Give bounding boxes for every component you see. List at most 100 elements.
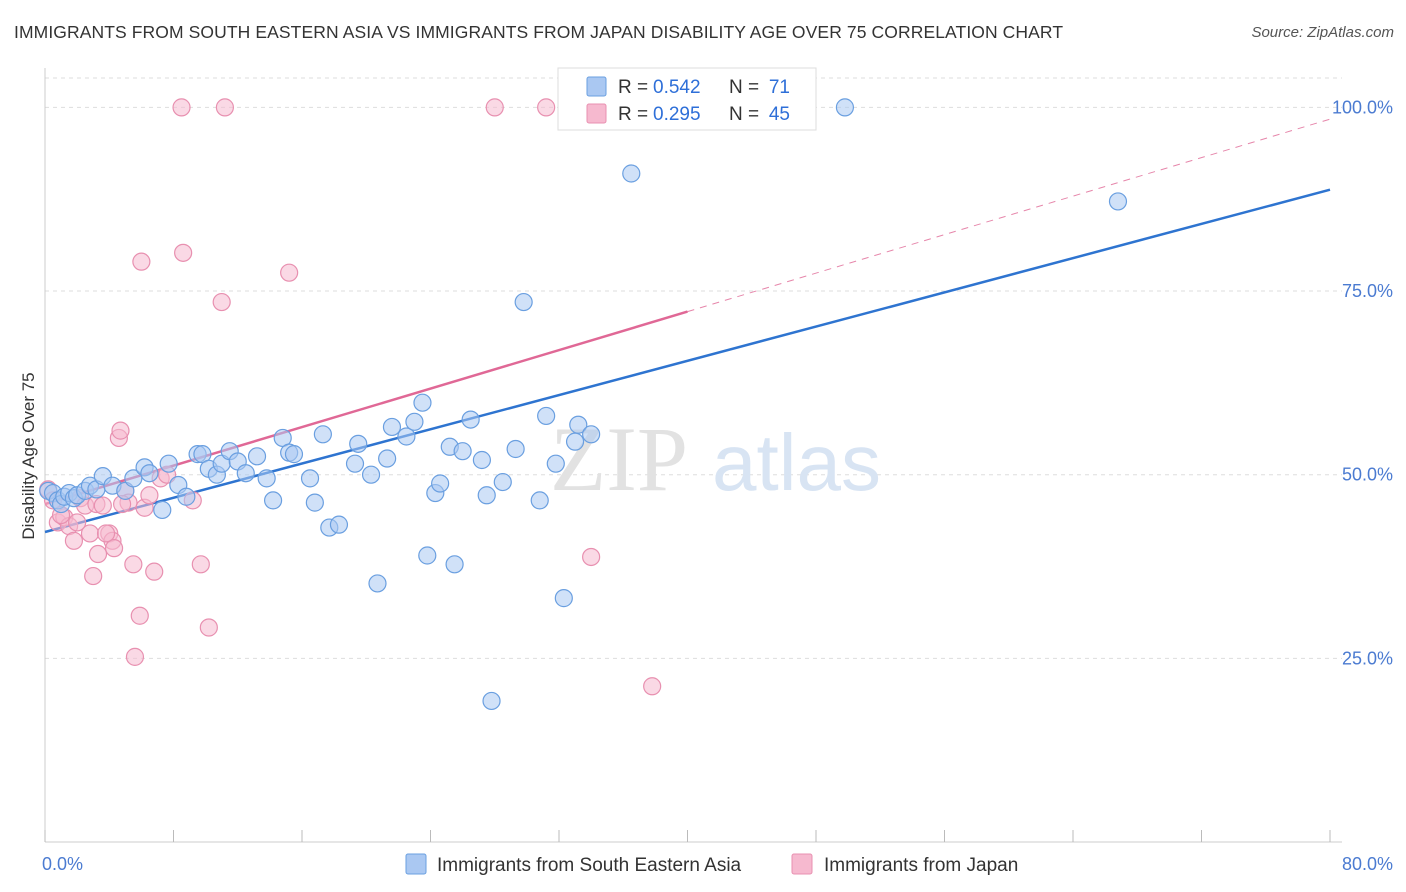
legend-n-label-1: N = xyxy=(729,77,759,98)
sea-point-71 xyxy=(1108,192,1128,211)
y-tick-label-3: 100.0% xyxy=(1332,97,1393,117)
gridlines xyxy=(45,77,1342,659)
sea-point-59 xyxy=(506,439,525,459)
sea-point-39 xyxy=(329,515,349,534)
sea-point-63 xyxy=(546,454,565,473)
sea-point-41 xyxy=(349,434,368,453)
sea-point-34 xyxy=(284,445,304,464)
japan-point-30 xyxy=(174,243,193,262)
sea-point-68 xyxy=(622,164,641,183)
series-legend-swatch-blue xyxy=(405,853,427,875)
legend-r-label-1: R = xyxy=(618,77,648,98)
sea-point-56 xyxy=(472,450,491,470)
sea-point-45 xyxy=(382,417,402,437)
sea-point-37 xyxy=(313,425,332,444)
sea-point-16 xyxy=(140,464,159,483)
japan-point-42 xyxy=(68,513,87,532)
y-tick-label-2: 75.0% xyxy=(1342,281,1393,301)
japan-point-32 xyxy=(191,555,210,574)
legend-n-value-1: 71 xyxy=(769,77,790,98)
japan-point-25 xyxy=(140,486,159,505)
sea-point-28 xyxy=(236,464,255,483)
y-tick-labels: 25.0% 50.0% 75.0% 100.0% xyxy=(1332,97,1393,668)
sea-point-49 xyxy=(418,546,437,565)
sea-point-61 xyxy=(530,491,549,510)
japan-point-39 xyxy=(582,547,601,567)
sea-point-66 xyxy=(569,415,588,434)
sea-point-55 xyxy=(461,410,480,429)
axes xyxy=(44,68,1342,843)
sea-point-17 xyxy=(153,500,172,520)
japan-point-33 xyxy=(199,618,218,637)
stats-legend: R = 0.542 N = 71 R = 0.295 N = 45 xyxy=(557,67,817,131)
japan-point-37 xyxy=(485,98,504,117)
chart-title: IMMIGRANTS FROM SOUTH EASTERN ASIA VS IM… xyxy=(14,22,1064,42)
japan-point-11 xyxy=(88,544,108,564)
japan-point-35 xyxy=(215,98,234,117)
japan-point-36 xyxy=(280,263,299,282)
sea-point-46 xyxy=(397,427,416,446)
japan-point-40 xyxy=(643,677,662,696)
y-tick-label-0: 25.0% xyxy=(1342,648,1393,668)
watermark: ZIP atlas xyxy=(550,408,881,510)
sea-point-14 xyxy=(124,469,143,488)
y-axis-title: Disability Age Over 75 xyxy=(19,372,38,539)
sea-point-65 xyxy=(565,432,585,451)
japan-point-29 xyxy=(172,98,191,117)
sea-point-20 xyxy=(177,487,196,506)
legend-swatch-blue xyxy=(586,76,607,97)
japan-point-9 xyxy=(84,566,103,586)
sea-point-43 xyxy=(368,574,387,593)
sea-point-57 xyxy=(477,486,496,505)
sea-point-36 xyxy=(305,493,324,512)
legend-n-value-2: 45 xyxy=(769,104,790,125)
series-legend-label-blue: Immigrants from South Eastern Asia xyxy=(437,855,742,876)
sea-point-51 xyxy=(431,474,450,493)
sea-point-69 xyxy=(482,691,501,711)
legend-r-value-1: 0.542 xyxy=(653,77,701,98)
legend-swatch-pink xyxy=(586,103,607,124)
sea-point-30 xyxy=(257,469,276,488)
y-tick-label-1: 50.0% xyxy=(1342,465,1393,485)
sea-point-31 xyxy=(263,491,283,510)
japan-point-38 xyxy=(537,98,556,117)
japan-point-5 xyxy=(64,531,84,550)
legend-n-label-2: N = xyxy=(729,104,759,125)
sea-point-58 xyxy=(493,472,512,492)
japan-point-43 xyxy=(96,524,116,543)
sea-point-70 xyxy=(835,98,855,117)
series-legend-swatch-pink xyxy=(791,853,813,875)
sea-point-29 xyxy=(247,447,267,466)
japan-point-12 xyxy=(93,496,112,515)
watermark-atlas: atlas xyxy=(712,418,881,507)
sea-point-62 xyxy=(537,406,556,426)
sea-point-44 xyxy=(378,449,397,468)
japan-point-20 xyxy=(124,555,143,574)
series-sea-points xyxy=(39,98,1128,711)
sea-point-48 xyxy=(413,393,432,412)
sea-point-53 xyxy=(445,555,464,574)
sea-point-35 xyxy=(300,469,320,488)
japan-point-26 xyxy=(145,562,164,581)
series-legend-label-pink: Immigrants from Japan xyxy=(824,855,1018,876)
sea-point-64 xyxy=(554,589,573,608)
japan-point-34 xyxy=(212,292,231,312)
series-legend: Immigrants from South Eastern Asia Immig… xyxy=(405,853,1018,876)
japan-point-23 xyxy=(132,252,151,271)
japan-point-22 xyxy=(130,606,149,625)
sea-point-40 xyxy=(345,454,365,473)
sea-point-67 xyxy=(582,425,601,444)
japan-point-21 xyxy=(125,647,145,666)
japan-point-15 xyxy=(104,539,124,558)
sea-point-18 xyxy=(159,454,178,473)
sea-point-47 xyxy=(405,412,424,431)
legend-r-label-2: R = xyxy=(618,104,648,125)
sea-point-42 xyxy=(361,465,381,484)
sea-point-60 xyxy=(514,292,533,312)
japan-point-17 xyxy=(111,421,130,440)
sea-point-54 xyxy=(453,442,472,461)
legend-r-value-2: 0.295 xyxy=(653,104,701,125)
source-credit: Source: ZipAtlas.com xyxy=(1251,24,1394,41)
x-tick-label-min: 0.0% xyxy=(42,854,83,874)
